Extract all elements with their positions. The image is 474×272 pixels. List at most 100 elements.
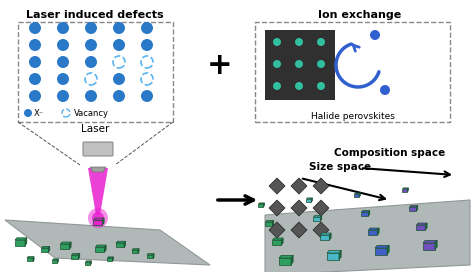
Circle shape	[141, 39, 153, 51]
Circle shape	[57, 90, 69, 102]
Polygon shape	[124, 241, 126, 248]
Polygon shape	[417, 225, 426, 230]
Polygon shape	[320, 235, 329, 240]
Polygon shape	[339, 250, 341, 259]
Polygon shape	[153, 254, 154, 258]
Circle shape	[85, 39, 97, 51]
Circle shape	[317, 82, 325, 90]
Polygon shape	[291, 200, 307, 216]
Polygon shape	[279, 255, 293, 258]
Polygon shape	[42, 246, 50, 248]
Polygon shape	[368, 211, 370, 216]
Polygon shape	[408, 188, 409, 192]
Polygon shape	[132, 249, 139, 250]
Polygon shape	[112, 257, 113, 261]
Circle shape	[273, 82, 281, 90]
Polygon shape	[48, 246, 50, 252]
Polygon shape	[79, 254, 80, 259]
Polygon shape	[291, 178, 307, 194]
Polygon shape	[33, 257, 34, 261]
Circle shape	[85, 56, 97, 68]
Polygon shape	[362, 211, 370, 212]
Polygon shape	[95, 247, 104, 252]
Circle shape	[113, 39, 125, 51]
Circle shape	[29, 22, 41, 34]
Text: Laser induced defects: Laser induced defects	[26, 10, 164, 20]
Polygon shape	[269, 178, 285, 194]
Polygon shape	[402, 188, 409, 189]
Polygon shape	[147, 254, 154, 255]
Circle shape	[141, 90, 153, 102]
Polygon shape	[88, 168, 108, 215]
Circle shape	[295, 82, 303, 90]
Polygon shape	[104, 245, 106, 252]
Polygon shape	[307, 198, 312, 199]
Circle shape	[57, 39, 69, 51]
Polygon shape	[320, 233, 331, 235]
Polygon shape	[61, 244, 70, 249]
Circle shape	[273, 60, 281, 68]
Polygon shape	[362, 212, 368, 216]
FancyBboxPatch shape	[265, 30, 335, 100]
Polygon shape	[279, 258, 291, 265]
Circle shape	[29, 90, 41, 102]
Polygon shape	[27, 258, 33, 261]
Polygon shape	[273, 238, 283, 240]
Polygon shape	[90, 167, 106, 172]
Text: Laser: Laser	[81, 124, 109, 134]
Polygon shape	[25, 238, 27, 246]
Text: Ion exchange: Ion exchange	[319, 10, 401, 20]
Circle shape	[113, 22, 125, 34]
Polygon shape	[313, 217, 320, 221]
Polygon shape	[273, 240, 282, 245]
Polygon shape	[116, 241, 126, 243]
Polygon shape	[311, 198, 312, 202]
Circle shape	[57, 73, 69, 85]
Polygon shape	[265, 221, 274, 222]
Circle shape	[85, 90, 97, 102]
Circle shape	[57, 22, 69, 34]
Polygon shape	[377, 228, 379, 235]
Polygon shape	[320, 215, 322, 221]
Circle shape	[57, 56, 69, 68]
Polygon shape	[313, 178, 329, 194]
Polygon shape	[368, 230, 377, 235]
Polygon shape	[291, 222, 307, 238]
Polygon shape	[426, 223, 427, 230]
Text: Size space: Size space	[309, 162, 371, 172]
Polygon shape	[423, 240, 437, 243]
Polygon shape	[15, 240, 25, 246]
Polygon shape	[15, 238, 27, 240]
Circle shape	[113, 73, 125, 85]
Polygon shape	[355, 193, 360, 194]
Polygon shape	[387, 245, 389, 255]
Polygon shape	[273, 221, 274, 226]
Polygon shape	[417, 223, 427, 225]
FancyBboxPatch shape	[255, 22, 450, 122]
Polygon shape	[116, 243, 124, 248]
Polygon shape	[269, 200, 285, 216]
Polygon shape	[95, 245, 106, 247]
Circle shape	[113, 90, 125, 102]
Polygon shape	[258, 204, 264, 207]
Text: +: +	[207, 51, 233, 79]
Polygon shape	[359, 193, 360, 197]
Circle shape	[29, 73, 41, 85]
Polygon shape	[269, 222, 285, 238]
Polygon shape	[102, 218, 104, 225]
Polygon shape	[410, 207, 417, 211]
Circle shape	[317, 38, 325, 46]
Polygon shape	[313, 222, 329, 238]
Polygon shape	[265, 222, 273, 226]
Polygon shape	[265, 200, 470, 272]
Circle shape	[92, 212, 104, 224]
Polygon shape	[329, 233, 331, 240]
Polygon shape	[368, 228, 379, 230]
Polygon shape	[375, 245, 389, 248]
Circle shape	[273, 38, 281, 46]
Circle shape	[29, 39, 41, 51]
Polygon shape	[5, 220, 210, 265]
Circle shape	[24, 109, 32, 117]
Polygon shape	[138, 249, 139, 253]
Polygon shape	[327, 250, 341, 253]
